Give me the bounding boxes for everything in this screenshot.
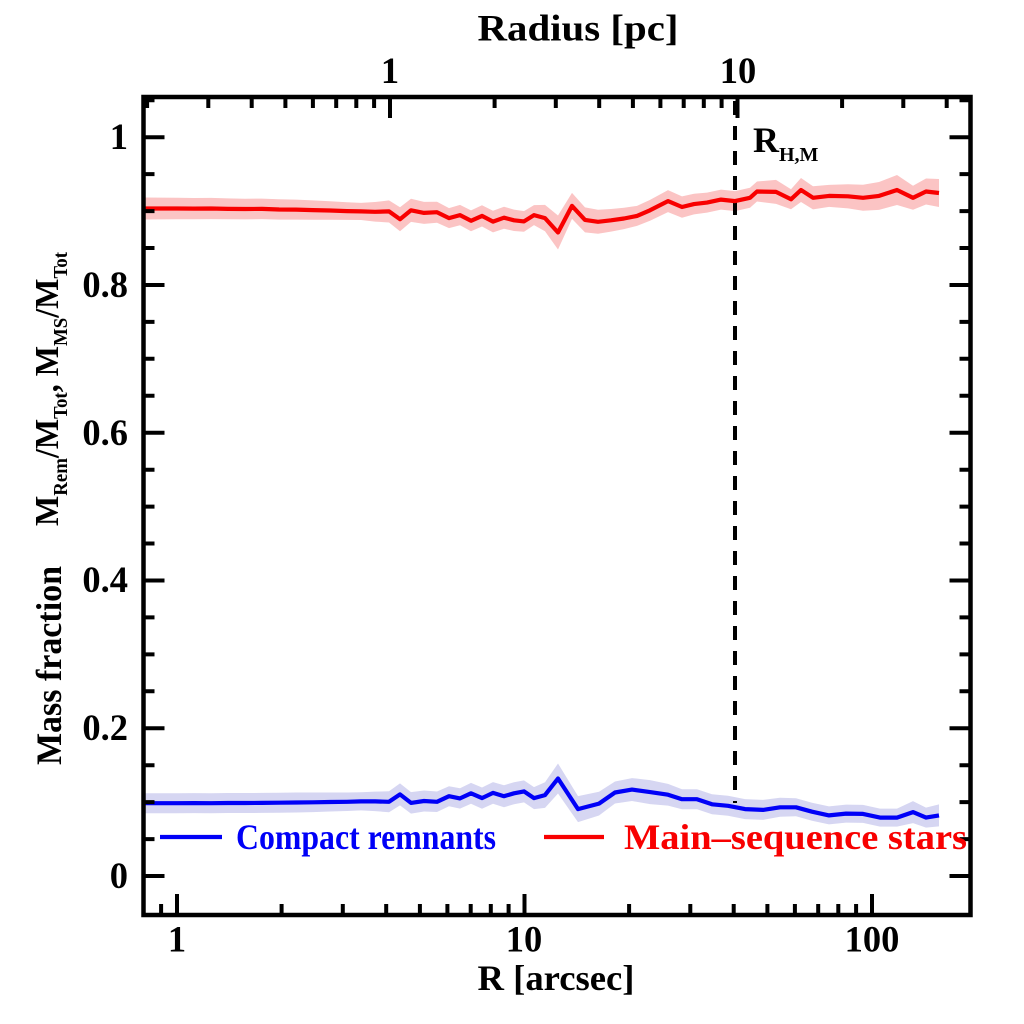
svg-text:Radius [pc]: Radius [pc] xyxy=(478,9,679,50)
svg-text:R [arcsec]: R [arcsec] xyxy=(478,958,635,998)
svg-text:1: 1 xyxy=(168,919,186,960)
svg-text:10: 10 xyxy=(506,919,543,960)
svg-text:Compact remnants: Compact remnants xyxy=(236,817,496,857)
svg-text:0: 0 xyxy=(110,855,128,896)
svg-text:Main–sequence stars: Main–sequence stars xyxy=(624,817,967,857)
svg-text:1: 1 xyxy=(110,116,128,157)
svg-text:0.4: 0.4 xyxy=(82,559,128,600)
svg-text:100: 100 xyxy=(845,919,900,960)
svg-text:MRem/MTot, MMS/MTot: MRem/MTot, MMS/MTot xyxy=(29,252,72,526)
svg-text:0.6: 0.6 xyxy=(82,412,128,453)
svg-text:1: 1 xyxy=(381,50,399,91)
svg-text:0.2: 0.2 xyxy=(82,707,128,748)
svg-text:RH,M: RH,M xyxy=(753,120,819,166)
svg-text:Mass fraction: Mass fraction xyxy=(29,566,69,765)
svg-text:0.8: 0.8 xyxy=(82,264,128,305)
svg-text:10: 10 xyxy=(720,50,757,91)
